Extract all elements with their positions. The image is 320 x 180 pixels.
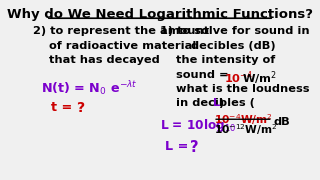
Text: ?: ?: [76, 101, 84, 115]
Text: 10$^{-4}$: 10$^{-4}$: [223, 70, 253, 86]
Text: dB: dB: [274, 118, 290, 127]
Text: in decibles (: in decibles (: [176, 98, 254, 108]
Text: 10$^{-4}$W/m$^2$: 10$^{-4}$W/m$^2$: [214, 112, 273, 127]
Text: W/m$^2$: W/m$^2$: [242, 70, 276, 87]
Text: the intensity of: the intensity of: [176, 55, 275, 66]
Text: what is the loudness: what is the loudness: [176, 84, 309, 94]
Text: N(t) = N$_0$ e$^{-\lambda t}$: N(t) = N$_0$ e$^{-\lambda t}$: [41, 79, 137, 97]
Text: t =: t =: [51, 101, 77, 114]
Text: Why do We Need Logarithmic Functions?: Why do We Need Logarithmic Functions?: [7, 8, 313, 21]
Text: of radioactive material: of radioactive material: [49, 41, 196, 51]
Text: 10$^{-12}$W/m$^2$: 10$^{-12}$W/m$^2$: [214, 122, 278, 137]
Text: that has decayed: that has decayed: [49, 55, 159, 66]
Text: 1) to solve for sound in: 1) to solve for sound in: [160, 26, 310, 36]
Text: sound =: sound =: [176, 70, 232, 80]
Text: L = 10log$_{10}$: L = 10log$_{10}$: [160, 118, 236, 134]
Text: L: L: [213, 98, 220, 108]
Text: L =: L =: [165, 140, 193, 153]
Text: decibles (dB): decibles (dB): [191, 41, 276, 51]
Text: ?: ?: [190, 140, 198, 155]
Text: 2) to represent the amount: 2) to represent the amount: [33, 26, 209, 36]
Text: ): ): [218, 98, 224, 108]
